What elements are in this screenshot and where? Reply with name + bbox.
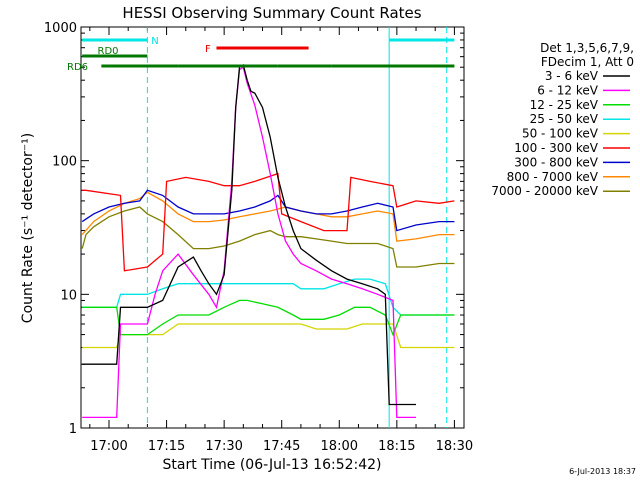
legend-entry-label: 7000 - 20000 keV	[491, 184, 598, 198]
annotation-label: RD6	[67, 62, 88, 73]
series-line	[82, 172, 455, 272]
legend-entry-label: 100 - 300 keV	[514, 141, 598, 155]
plot-frame	[80, 26, 465, 429]
series-line	[82, 278, 455, 316]
x-tick-label: 18:30	[436, 439, 473, 454]
legend-entry-label: 300 - 800 keV	[514, 155, 598, 169]
legend-entry-label: 12 - 25 keV	[530, 98, 599, 112]
series-line	[81, 191, 455, 242]
x-tick-label: 17:15	[148, 439, 185, 454]
annotation-label: RD0	[98, 46, 119, 57]
plot-area: N RD0 RD6 F	[67, 26, 465, 429]
legend-entry-label: 3 - 6 keV	[545, 69, 599, 83]
annotation-label: N	[151, 36, 158, 47]
series-line	[82, 299, 455, 337]
x-tick-label: 17:45	[263, 439, 300, 454]
legend-entry-label: 6 - 12 keV	[537, 83, 599, 97]
y-tick-label: 10	[60, 288, 77, 303]
y-axis-label: Count Rate (s⁻¹ detector⁻¹)	[20, 133, 36, 323]
legend-entry-label: 25 - 50 keV	[530, 112, 599, 126]
series-line	[82, 64, 416, 406]
legend-entry-label: 50 - 100 keV	[522, 127, 599, 141]
x-tick-label: 17:30	[205, 439, 242, 454]
x-tick-label: 17:00	[90, 439, 127, 454]
chart-title: HESSI Observing Summary Count Rates	[122, 4, 421, 22]
legend-entry-label: 800 - 7000 keV	[507, 170, 599, 184]
legend: Det 1,3,5,6,7,9, FDecim 1, Att 0 3 - 6 k…	[491, 41, 634, 198]
x-tick-label: 18:15	[378, 439, 415, 454]
annotation-label: F	[205, 44, 211, 55]
x-tick-label: 18:00	[321, 439, 358, 454]
y-tick-label: 100	[52, 155, 77, 170]
legend-header-2: FDecim 1, Att 0	[541, 55, 634, 69]
series-line	[82, 323, 455, 349]
series-line	[81, 206, 455, 268]
series-line	[82, 66, 416, 419]
y-tick-label: 1	[69, 422, 77, 437]
timestamp: 6-Jul-2013 18:37	[569, 467, 636, 476]
series-line	[81, 189, 455, 232]
legend-header-1: Det 1,3,5,6,7,9,	[540, 41, 634, 55]
y-tick-label: 1000	[44, 21, 77, 36]
x-axis-label: Start Time (06-Jul-13 16:52:42)	[162, 457, 381, 473]
